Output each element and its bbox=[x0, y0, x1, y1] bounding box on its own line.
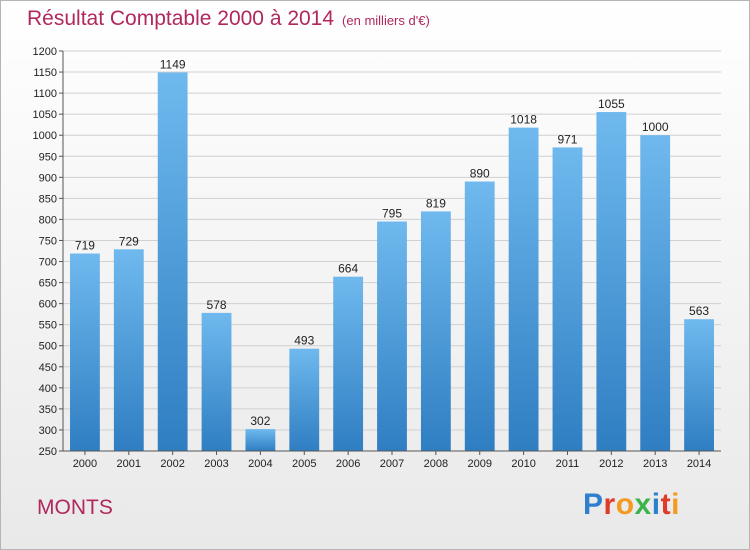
bar bbox=[684, 319, 714, 451]
data-label: 795 bbox=[382, 207, 402, 221]
bar bbox=[333, 276, 364, 451]
place-name: MONTS bbox=[37, 496, 113, 519]
bar bbox=[640, 135, 671, 452]
x-tick-label: 2004 bbox=[248, 458, 272, 470]
data-label: 819 bbox=[426, 196, 446, 210]
y-tick-label: 350 bbox=[39, 404, 57, 416]
y-tick-label: 1050 bbox=[33, 109, 57, 121]
y-tick-label: 300 bbox=[39, 425, 57, 437]
data-label: 302 bbox=[250, 414, 270, 428]
bar bbox=[157, 72, 188, 451]
bar bbox=[289, 348, 320, 451]
data-label: 1000 bbox=[642, 120, 669, 134]
chart-title: Résultat Comptable 2000 à 2014 (en millie… bbox=[27, 7, 430, 31]
data-label: 719 bbox=[75, 239, 95, 253]
x-tick-label: 2013 bbox=[643, 458, 667, 470]
y-tick-label: 650 bbox=[39, 278, 57, 290]
data-label: 890 bbox=[470, 167, 490, 181]
logo-letter: x bbox=[634, 488, 652, 521]
chart-title-text: Résultat Comptable 2000 à 2014 bbox=[27, 7, 335, 30]
x-tick-label: 2000 bbox=[73, 458, 97, 470]
bar bbox=[377, 221, 407, 451]
y-tick-label: 1200 bbox=[33, 46, 57, 58]
bar bbox=[596, 112, 627, 451]
data-label: 729 bbox=[119, 234, 139, 248]
data-label: 1149 bbox=[160, 57, 186, 71]
logo-letter: t bbox=[660, 488, 672, 521]
bar bbox=[420, 211, 451, 451]
y-tick-label: 500 bbox=[39, 341, 57, 353]
bar bbox=[552, 147, 583, 451]
logo-letter: i bbox=[651, 488, 661, 521]
proxiti-logo[interactable]: Proxiti bbox=[583, 488, 680, 522]
x-tick-label: 2012 bbox=[599, 458, 623, 470]
data-label: 578 bbox=[207, 298, 227, 312]
y-tick-label: 750 bbox=[39, 235, 57, 247]
x-tick-label: 2005 bbox=[292, 458, 316, 470]
x-tick-label: 2002 bbox=[160, 458, 184, 470]
data-label: 493 bbox=[294, 334, 314, 348]
y-tick-label: 700 bbox=[39, 257, 57, 269]
x-tick-label: 2014 bbox=[687, 458, 711, 470]
x-tick-label: 2001 bbox=[117, 458, 141, 470]
data-label: 563 bbox=[689, 304, 709, 318]
x-tick-label: 2009 bbox=[467, 458, 491, 470]
x-tick-label: 2006 bbox=[336, 458, 360, 470]
axes: 250 300 350 400 450 500 550 600 650 700 750 800 850 9… bbox=[33, 46, 721, 470]
y-tick-label: 400 bbox=[39, 383, 57, 395]
data-label: 1055 bbox=[598, 97, 625, 111]
data-label: 971 bbox=[557, 132, 577, 146]
y-tick-label: 550 bbox=[39, 320, 57, 332]
y-tick-label: 1150 bbox=[33, 67, 57, 79]
y-tick-label: 900 bbox=[39, 172, 57, 184]
bar bbox=[464, 181, 495, 452]
y-tick-label: 850 bbox=[39, 193, 57, 205]
x-tick-label: 2008 bbox=[424, 458, 448, 470]
y-tick-label: 600 bbox=[39, 299, 57, 311]
x-tick-label: 2003 bbox=[204, 458, 228, 470]
y-tick-label: 1000 bbox=[33, 130, 57, 142]
y-tick-label: 800 bbox=[39, 214, 57, 226]
y-tick-label: 450 bbox=[39, 362, 57, 374]
x-tick-label: 2010 bbox=[511, 458, 535, 470]
bars: 719 729 1149 578 302 493 664 795 819 890 1018 971 10… bbox=[70, 57, 714, 452]
bar bbox=[201, 312, 232, 451]
x-tick-label: 2011 bbox=[556, 458, 580, 470]
data-label: 664 bbox=[338, 262, 358, 276]
logo-letter: r bbox=[603, 488, 616, 521]
y-tick-label: 1100 bbox=[33, 88, 57, 100]
bar bbox=[245, 429, 276, 451]
logo-letter: i bbox=[671, 488, 680, 521]
y-tick-label: 950 bbox=[39, 151, 57, 163]
data-label: 1018 bbox=[510, 113, 537, 127]
logo-letter: P bbox=[583, 488, 604, 521]
x-tick-label: 2007 bbox=[380, 458, 404, 470]
bar bbox=[113, 249, 144, 451]
bar bbox=[70, 253, 100, 451]
logo-letter: o bbox=[615, 488, 635, 521]
chart-unit: (en milliers d'€) bbox=[342, 13, 430, 28]
bar bbox=[508, 127, 539, 451]
y-tick-label: 250 bbox=[39, 446, 57, 458]
